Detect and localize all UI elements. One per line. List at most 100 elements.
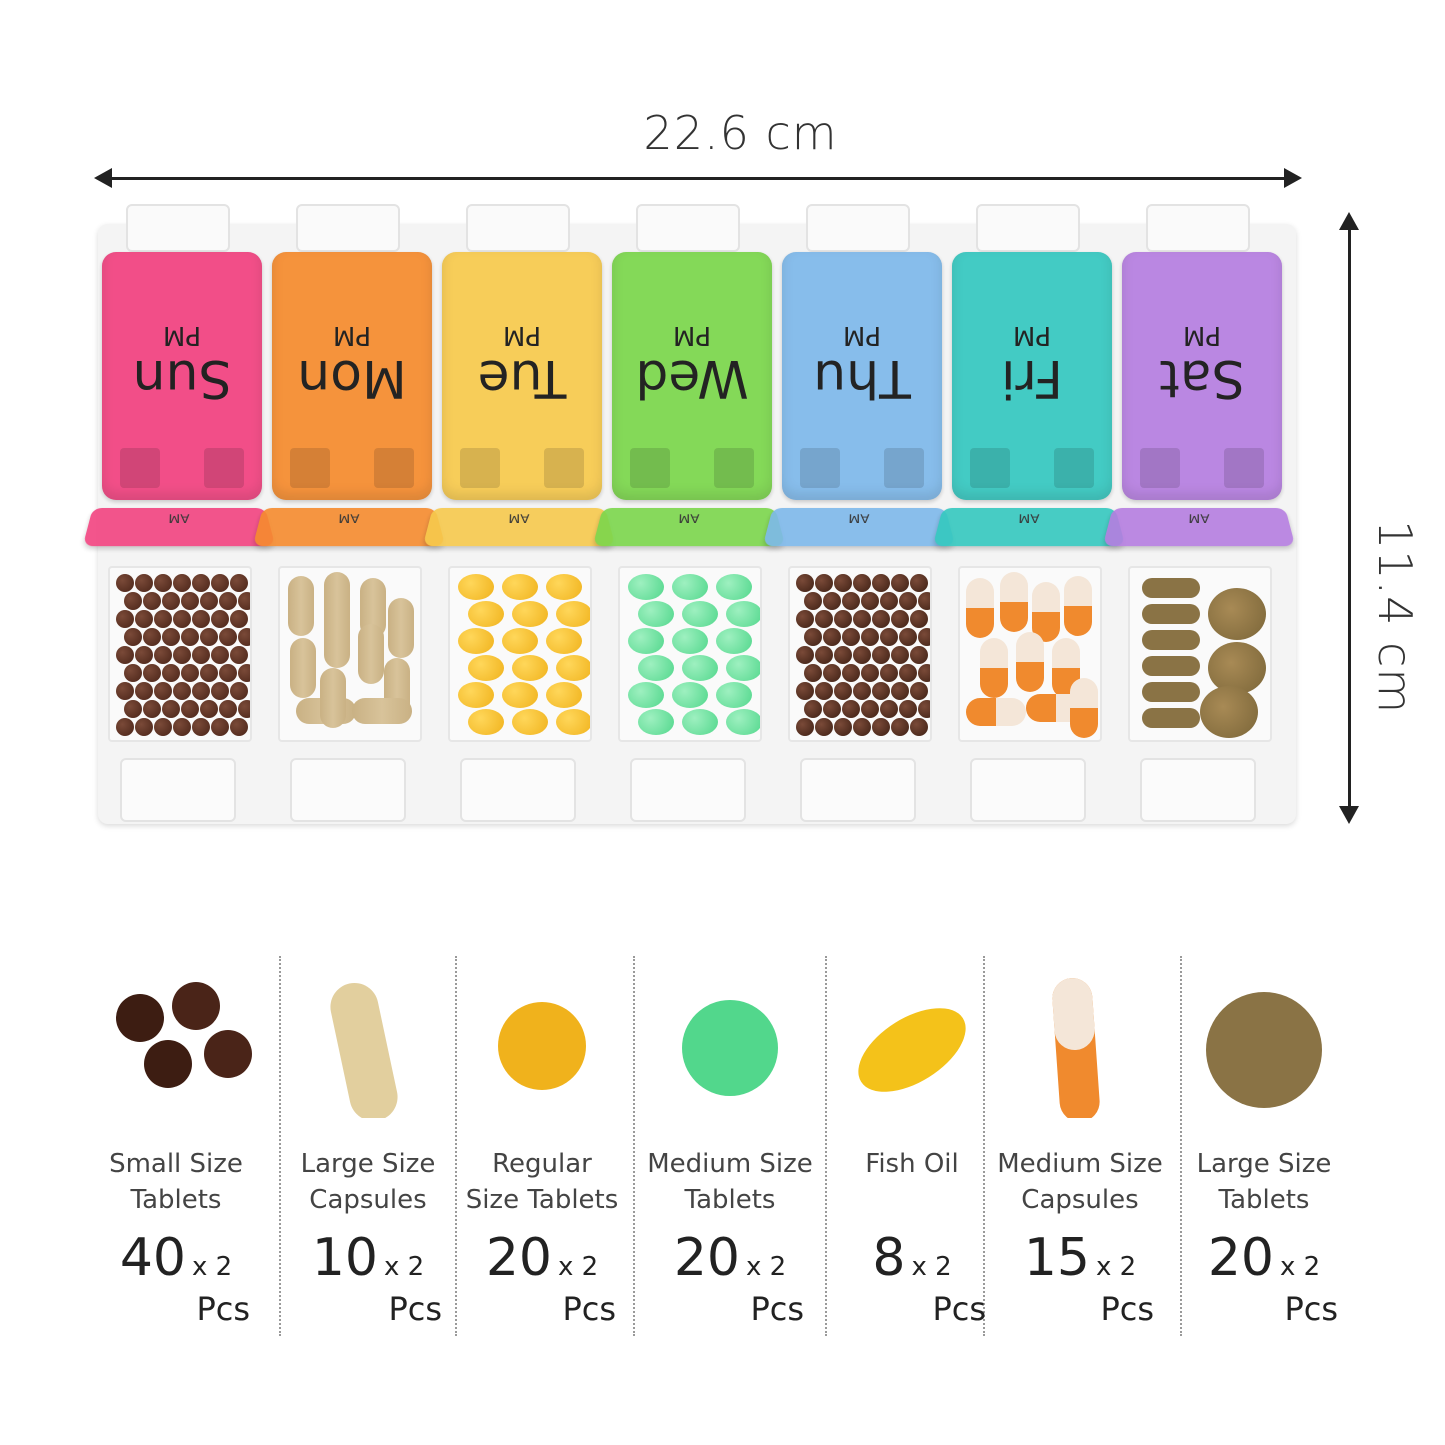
tablet [638, 655, 674, 681]
tablet [458, 628, 494, 654]
tablet [230, 718, 248, 736]
tablet [124, 700, 142, 718]
lid-clip [714, 448, 754, 488]
tablet [173, 718, 191, 736]
tablet [238, 592, 250, 610]
pm-lid[interactable]: PM Mon [272, 252, 432, 500]
bottom-tab[interactable] [460, 758, 576, 822]
pm-lid[interactable]: PM Thu [782, 252, 942, 500]
pill-type-name-line2: Size Tablets [465, 1185, 619, 1215]
tablet [162, 628, 180, 646]
am-lid[interactable]: AM [82, 507, 276, 547]
top-tab[interactable] [126, 204, 230, 252]
capsule [288, 576, 314, 636]
bottom-tab[interactable] [800, 758, 916, 822]
tablet [891, 682, 909, 700]
pm-lid[interactable]: PM Fri [952, 252, 1112, 500]
tablet [200, 628, 218, 646]
am-lid[interactable]: AM [762, 507, 956, 547]
tablet [238, 700, 250, 718]
tablet [154, 610, 172, 628]
capsule [980, 638, 1008, 698]
count-number: 8 [872, 1228, 906, 1288]
capsule [1000, 572, 1028, 632]
tablet [124, 664, 142, 682]
top-tab[interactable] [1146, 204, 1250, 252]
pm-lid[interactable]: PM Tue [442, 252, 602, 500]
count-unit: Pcs [932, 1290, 986, 1328]
tablet [512, 709, 548, 735]
pm-label: PM [842, 320, 882, 350]
pill-type-name-line2: Tablets [684, 1185, 776, 1215]
bottom-tab[interactable] [970, 758, 1086, 822]
pill-type-name: Fish Oil [824, 1146, 1000, 1182]
bottom-tab[interactable] [290, 758, 406, 822]
pill-organizer: PM Sun AM PM Mon AM PM Tue [82, 204, 1296, 824]
tablet [628, 682, 664, 708]
tablet [546, 574, 582, 600]
regular-tablet-icon [454, 968, 630, 1118]
am-label: AM [848, 511, 870, 525]
width-dimension-arrow [94, 168, 1302, 188]
tablet [556, 601, 590, 627]
top-tab[interactable] [806, 204, 910, 252]
tablet [682, 709, 718, 735]
tablet [918, 664, 930, 682]
am-lid[interactable]: AM [1102, 507, 1296, 547]
tablet [872, 646, 890, 664]
count-multiplier: x 2 [557, 1252, 599, 1282]
legend-divider [455, 956, 457, 1336]
bottom-tab[interactable] [120, 758, 236, 822]
count-number: 20 [673, 1228, 740, 1288]
am-lid[interactable]: AM [252, 507, 446, 547]
tablet [891, 718, 909, 736]
pill-type-name-line1: Small Size [109, 1149, 243, 1179]
tablet [834, 682, 852, 700]
large-tablet-icon [1176, 968, 1352, 1118]
tablet [834, 610, 852, 628]
capsule [1070, 678, 1098, 738]
top-tab[interactable] [976, 204, 1080, 252]
day-label: Thu [813, 348, 911, 408]
tablet [682, 655, 718, 681]
tablet [726, 655, 760, 681]
pill-type-name-line2: Capsules [309, 1185, 427, 1215]
pill-type-name: Large Size Capsules [280, 1146, 456, 1218]
legend-divider [279, 956, 281, 1336]
tablet [823, 628, 841, 646]
bottom-tab[interactable] [1140, 758, 1256, 822]
am-lid[interactable]: AM [592, 507, 786, 547]
pm-lid[interactable]: PM Sat [1122, 252, 1282, 500]
tablet [918, 592, 930, 610]
lid-clip [1054, 448, 1094, 488]
tablet [458, 574, 494, 600]
am-lid[interactable]: AM [422, 507, 616, 547]
tablet [872, 610, 890, 628]
tablet [842, 592, 860, 610]
pm-lid[interactable]: PM Sun [102, 252, 262, 500]
tablet [880, 700, 898, 718]
top-tab[interactable] [636, 204, 740, 252]
pill-type-name-line2: Capsules [1021, 1185, 1139, 1215]
tablet [910, 610, 928, 628]
tablet [796, 610, 814, 628]
top-tab[interactable] [296, 204, 400, 252]
top-tab[interactable] [466, 204, 570, 252]
tablet [726, 601, 760, 627]
tablet [173, 646, 191, 664]
day-column-thu: PM Thu AM [762, 204, 956, 824]
tablet [116, 574, 134, 592]
tablet [853, 718, 871, 736]
tablet [143, 628, 161, 646]
am-label: AM [168, 511, 190, 525]
tablet [726, 709, 760, 735]
am-lid[interactable]: AM [932, 507, 1126, 547]
pm-lid[interactable]: PM Wed [612, 252, 772, 500]
pill-count: 20 x 2 [454, 1228, 630, 1288]
bottom-tab[interactable] [630, 758, 746, 822]
pill-type-name: Medium Size Capsules [992, 1146, 1168, 1218]
tablet [211, 646, 229, 664]
tablet [143, 664, 161, 682]
pm-label: PM [502, 320, 542, 350]
